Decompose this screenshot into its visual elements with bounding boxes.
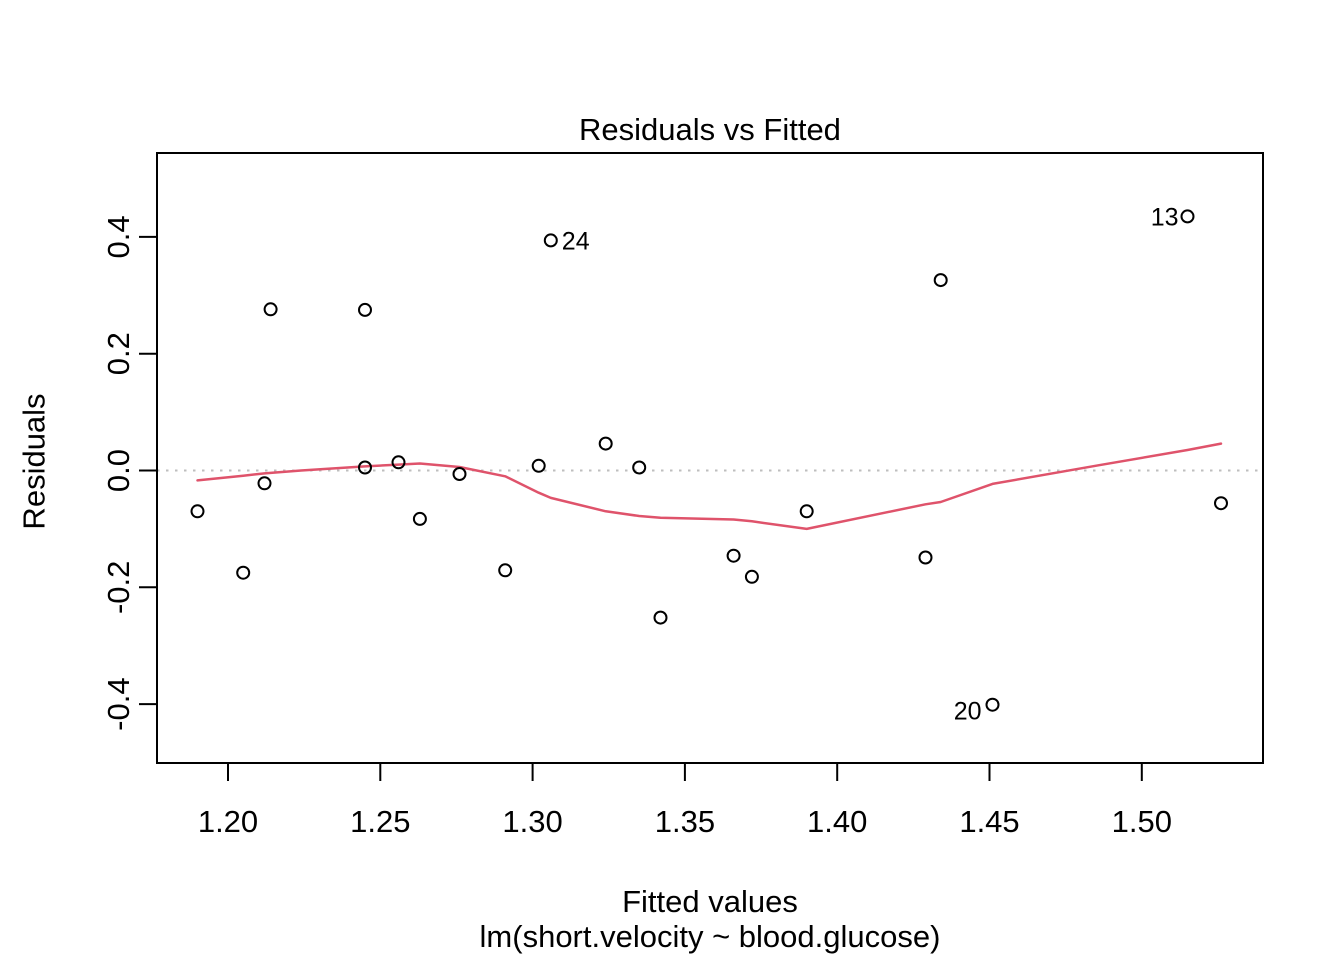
data-point — [1214, 496, 1228, 511]
y-axis-tick-label: -0.4 — [101, 677, 136, 730]
data-point — [236, 565, 251, 580]
x-axis-tick-label: 1.35 — [655, 804, 715, 839]
y-axis-tick-label: -0.2 — [101, 561, 136, 614]
data-point — [799, 504, 814, 519]
y-axis-tick-label: 0.4 — [101, 215, 136, 258]
x-axis-tick-label: 1.40 — [807, 804, 867, 839]
y-axis-tick-label: 0.2 — [101, 332, 136, 375]
data-point — [1180, 209, 1195, 224]
point-label: 13 — [1151, 203, 1179, 231]
x-axis-tick-label: 1.50 — [1112, 804, 1172, 839]
data-point — [933, 273, 948, 288]
data-point — [263, 302, 278, 317]
data-point — [985, 697, 1000, 712]
data-point — [632, 460, 647, 475]
data-point — [653, 610, 668, 625]
x-axis-tick-label: 1.45 — [959, 804, 1019, 839]
data-point — [598, 436, 613, 451]
lowess-smooth-line — [196, 442, 1223, 531]
data-point — [190, 504, 205, 519]
point-label: 20 — [954, 698, 982, 726]
x-axis-tick-label: 1.30 — [502, 804, 562, 839]
data-point — [358, 460, 372, 475]
data-point — [452, 467, 467, 481]
data-point — [726, 548, 741, 563]
x-axis-tick-label: 1.25 — [350, 804, 410, 839]
y-axis-label: Residuals — [16, 393, 52, 530]
data-point — [391, 455, 406, 470]
data-point — [257, 476, 272, 491]
x-axis-label: Fitted values — [622, 884, 798, 919]
x-axis-tick-label: 1.20 — [198, 804, 258, 839]
data-point — [531, 458, 546, 473]
plot-box — [156, 152, 1264, 764]
data-point — [358, 302, 372, 317]
model-call-label: lm(short.velocity ~ blood.glucose) — [479, 919, 941, 954]
data-point — [498, 563, 513, 578]
chart-title: Residuals vs Fitted — [579, 112, 841, 147]
data-point — [543, 233, 558, 248]
data-point — [412, 511, 427, 526]
point-label: 24 — [562, 227, 590, 255]
data-point — [744, 569, 759, 584]
y-axis-tick-label: 0.0 — [101, 449, 136, 492]
data-point — [918, 550, 933, 565]
